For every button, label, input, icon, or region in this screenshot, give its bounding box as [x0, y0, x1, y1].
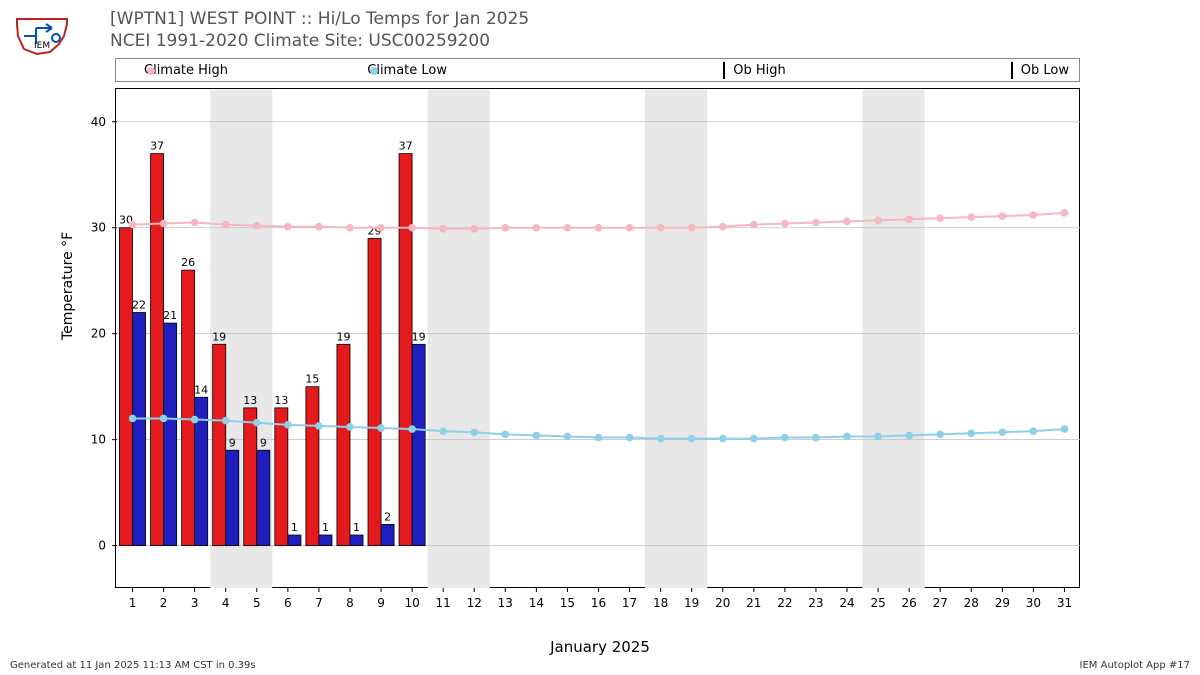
legend: Climate High Climate Low Ob High Ob Low [115, 58, 1080, 82]
svg-text:24: 24 [839, 596, 854, 610]
svg-text:30: 30 [91, 221, 106, 235]
svg-text:10: 10 [91, 433, 106, 447]
svg-text:1: 1 [353, 521, 360, 534]
svg-text:13: 13 [498, 596, 513, 610]
svg-text:22: 22 [132, 299, 146, 312]
svg-text:10: 10 [404, 596, 419, 610]
svg-text:4: 4 [222, 596, 230, 610]
y-axis-label: Temperature °F [60, 232, 76, 340]
svg-text:IEM: IEM [34, 41, 50, 51]
svg-text:14: 14 [194, 383, 208, 396]
svg-text:9: 9 [377, 596, 385, 610]
svg-text:13: 13 [243, 394, 257, 407]
svg-text:0: 0 [98, 539, 106, 553]
title-line-2: NCEI 1991-2020 Climate Site: USC00259200 [110, 30, 529, 52]
title-line-1: [WPTN1] WEST POINT :: Hi/Lo Temps for Ja… [110, 8, 529, 30]
svg-text:9: 9 [229, 436, 236, 449]
legend-ob-high-label: Ob High [733, 63, 786, 78]
svg-text:8: 8 [346, 596, 354, 610]
chart-plot-area: 3037261913131519293722211499111219010203… [115, 88, 1080, 588]
svg-text:19: 19 [412, 330, 426, 343]
legend-ob-high: Ob High [563, 63, 846, 78]
chart-title-block: [WPTN1] WEST POINT :: Hi/Lo Temps for Ja… [110, 8, 529, 52]
svg-text:7: 7 [315, 596, 323, 610]
svg-text:3: 3 [191, 596, 199, 610]
svg-text:21: 21 [746, 596, 761, 610]
svg-text:5: 5 [253, 596, 261, 610]
svg-text:11: 11 [436, 596, 451, 610]
x-axis-label: January 2025 [0, 638, 1200, 656]
legend-climate-low-label: Climate Low [367, 63, 447, 78]
svg-text:14: 14 [529, 596, 544, 610]
svg-text:40: 40 [91, 115, 106, 129]
svg-text:13: 13 [274, 394, 288, 407]
svg-text:30: 30 [1026, 596, 1041, 610]
svg-text:19: 19 [684, 596, 699, 610]
svg-text:15: 15 [560, 596, 575, 610]
legend-climate-high-label: Climate High [144, 63, 228, 78]
svg-text:25: 25 [870, 596, 885, 610]
chart-svg: 3037261913131519293722211499111219010203… [116, 89, 1079, 587]
svg-text:2: 2 [384, 510, 391, 523]
svg-text:22: 22 [777, 596, 792, 610]
svg-text:31: 31 [1057, 596, 1072, 610]
svg-text:26: 26 [902, 596, 917, 610]
svg-text:16: 16 [591, 596, 606, 610]
iem-logo: IEM [12, 14, 72, 58]
svg-text:1: 1 [129, 596, 137, 610]
svg-text:37: 37 [399, 140, 413, 153]
page: IEM [WPTN1] WEST POINT :: Hi/Lo Temps fo… [0, 0, 1200, 675]
svg-text:15: 15 [305, 373, 319, 386]
svg-text:23: 23 [808, 596, 823, 610]
footer-app-text: IEM Autoplot App #17 [1080, 660, 1190, 671]
svg-text:19: 19 [336, 330, 350, 343]
svg-text:20: 20 [715, 596, 730, 610]
svg-text:28: 28 [964, 596, 979, 610]
svg-text:1: 1 [322, 521, 329, 534]
svg-text:1: 1 [291, 521, 298, 534]
svg-text:29: 29 [995, 596, 1010, 610]
svg-text:2: 2 [160, 596, 168, 610]
svg-text:27: 27 [933, 596, 948, 610]
legend-ob-low: Ob Low [846, 63, 1079, 78]
svg-text:6: 6 [284, 596, 292, 610]
svg-text:18: 18 [653, 596, 668, 610]
svg-text:20: 20 [91, 327, 106, 341]
legend-climate-low: Climate Low [339, 63, 562, 78]
svg-text:21: 21 [163, 309, 177, 322]
legend-climate-high: Climate High [116, 63, 339, 78]
svg-text:19: 19 [212, 330, 226, 343]
footer-generated-text: Generated at 11 Jan 2025 11:13 AM CST in… [10, 660, 256, 671]
svg-text:12: 12 [467, 596, 482, 610]
svg-text:37: 37 [150, 140, 164, 153]
legend-ob-low-label: Ob Low [1021, 63, 1069, 78]
svg-text:17: 17 [622, 596, 637, 610]
svg-text:26: 26 [181, 256, 195, 269]
svg-text:9: 9 [260, 436, 267, 449]
